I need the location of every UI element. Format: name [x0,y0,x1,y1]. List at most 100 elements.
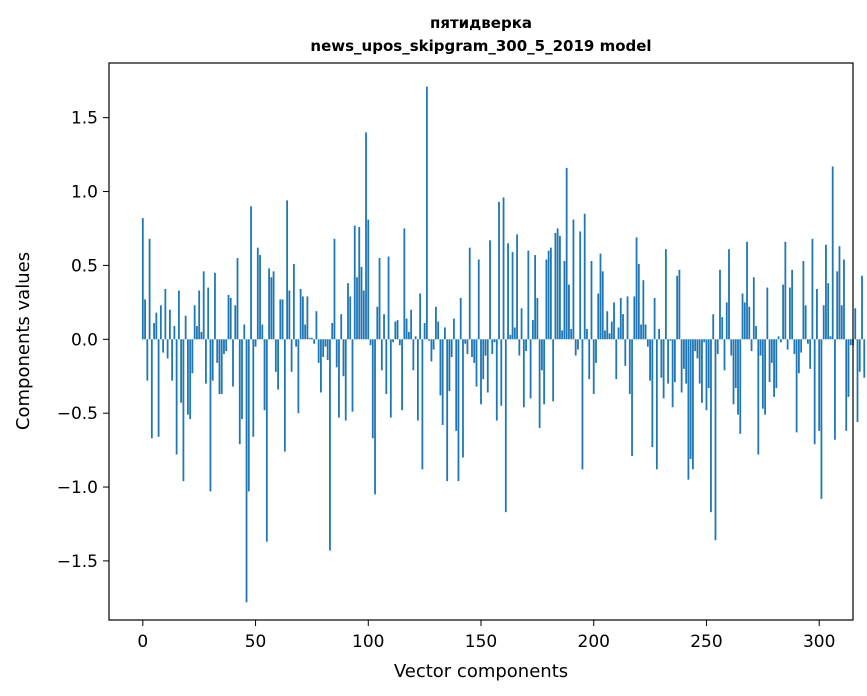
bar-6 [155,312,158,340]
bar-152 [484,339,487,356]
bar-16 [177,290,180,340]
bar-185 [559,235,561,340]
bar-236 [673,339,676,383]
bar-110 [389,339,392,418]
bar-158 [498,201,500,340]
bar-228 [655,339,658,470]
bar-141 [459,297,462,340]
bar-168 [520,308,523,340]
bar-39 [229,297,232,340]
bar-14 [173,325,176,340]
bar-304 [827,283,830,340]
bar-247 [698,339,701,384]
bar-11 [166,339,169,359]
bar-82 [326,339,329,360]
bar-177 [540,339,543,371]
bar-139 [455,339,458,431]
bar-188 [565,167,568,340]
bar-12 [168,309,171,340]
bar-260 [728,249,730,340]
bar-289 [793,339,796,355]
bar-245 [694,339,697,352]
bar-205 [604,330,606,340]
bar-77 [315,311,318,340]
bar-89 [342,339,345,377]
bar-257 [721,317,724,340]
bar-290 [795,339,798,433]
bar-219 [635,237,638,340]
bar-128 [430,339,433,362]
bar-160 [502,197,505,340]
bar-29 [207,287,210,340]
bar-38 [227,294,230,340]
bar-319 [861,275,863,340]
y-tick-label: −1.5 [57,552,98,572]
bar-161 [504,339,507,513]
bar-261 [730,339,733,356]
bar-66 [290,339,293,372]
bar-86 [335,339,338,368]
chart-title: пятидверка [430,14,532,32]
bar-252 [710,339,712,513]
bar-229 [658,328,661,340]
bar-53 [261,324,264,340]
bar-248 [701,339,703,403]
bar-200 [592,339,595,394]
bar-101 [369,339,372,346]
bar-206 [606,311,609,340]
bar-126 [425,86,428,340]
bar-254 [714,339,717,541]
bar-167 [518,339,521,356]
bar-318 [858,339,861,372]
bar-250 [705,339,708,411]
bar-144 [466,339,469,355]
bar-99 [365,132,367,340]
bar-0 [141,218,144,340]
bar-180 [547,250,550,340]
bar-52 [259,255,261,340]
bar-317 [856,339,859,423]
bar-243 [689,339,692,459]
bar-222 [642,280,645,340]
bar-311 [843,259,845,340]
bar-5 [153,323,155,340]
bar-300 [818,339,821,431]
bar-278 [768,339,771,383]
bar-212 [619,297,622,340]
bar-15 [175,339,178,455]
bar-55 [265,339,268,542]
bar-112 [394,321,397,340]
bar-94 [353,225,356,340]
bar-31 [211,339,214,381]
bar-26 [200,331,203,340]
bar-192 [574,339,577,356]
x-tick-label: 200 [578,632,610,652]
bar-175 [536,297,539,340]
bar-65 [288,290,291,340]
bar-71 [301,296,304,340]
bar-79 [320,339,322,393]
bar-303 [825,244,827,340]
bar-150 [480,339,482,405]
bar-299 [816,289,818,340]
bar-194 [579,231,582,340]
bar-102 [371,339,374,439]
bar-35 [220,339,223,394]
bar-137 [450,339,453,358]
x-tick-label: 300 [803,632,835,652]
bar-204 [601,271,604,340]
bar-283 [779,339,782,343]
bar-17 [180,339,183,403]
bar-294 [804,305,807,340]
y-tick-label: 0.5 [71,256,98,276]
bar-68 [295,339,298,347]
bar-131 [437,321,440,340]
bar-135 [446,339,449,482]
bar-241 [685,339,688,384]
bar-74 [308,337,311,340]
bar-275 [761,339,764,409]
bar-122 [416,339,419,421]
bar-295 [807,339,809,344]
bar-286 [786,339,789,350]
bar-213 [622,314,624,340]
